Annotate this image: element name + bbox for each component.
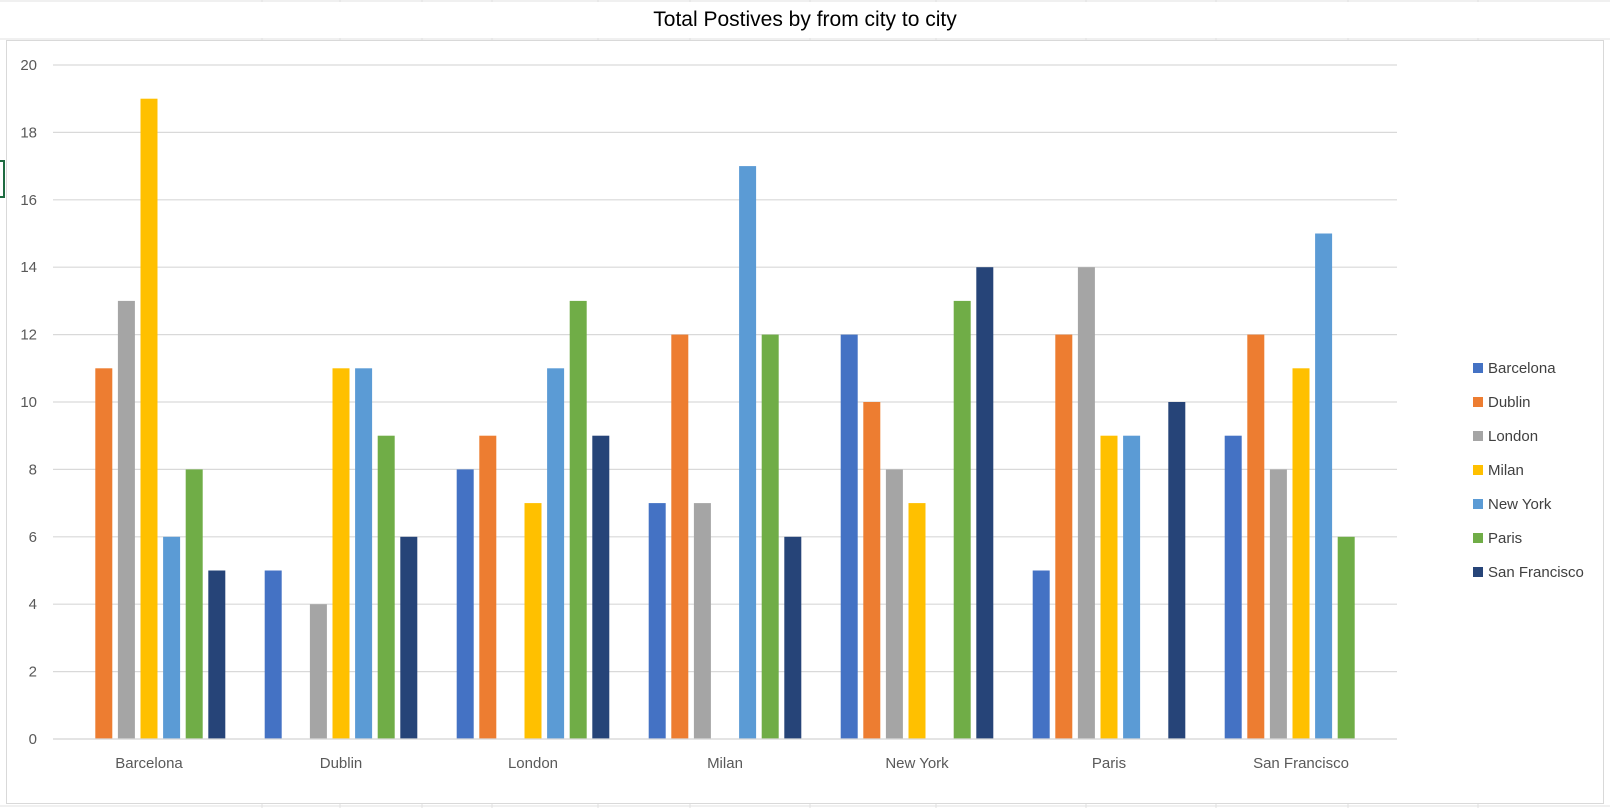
x-tick-label: London [508,755,558,772]
bar-dublin [1055,334,1073,739]
bar-chart: 0 2 4 6 8 10 12 14 16 18 20 Barcelona Dublin London Mi… [20,57,1397,772]
legend-item-new-york: New York [1473,487,1584,521]
bar-london [1269,469,1287,739]
selected-cell-indicator[interactable] [0,160,5,198]
chart-area[interactable]: 0 2 4 6 8 10 12 14 16 18 20 Barcelona Dublin London Mi… [6,40,1604,804]
bar-barcelona [264,570,282,739]
legend-item-milan: Milan [1473,453,1584,487]
chart-legend: Barcelona Dublin London Milan New York P… [1473,351,1584,589]
bar-paris [569,300,587,739]
bar-milan [908,503,926,739]
bar-london [117,300,135,739]
legend-label: Dublin [1488,393,1531,411]
legend-swatch [1473,431,1483,441]
chart-title: Total Postives by from city to city [6,2,1604,38]
legend-label: Barcelona [1488,359,1556,377]
bar-barcelona [1032,570,1050,739]
legend-swatch [1473,533,1483,543]
bar-barcelona [1224,435,1242,739]
bar-milan [1100,435,1118,739]
bar-san-francisco [976,267,994,739]
legend-item-san-francisco: San Francisco [1473,555,1584,589]
legend-label: London [1488,427,1539,445]
bar-san-francisco [400,536,418,739]
legend-item-london: London [1473,419,1584,453]
x-tick-label: Paris [1092,755,1126,772]
bar-london [309,604,327,739]
legend-item-dublin: Dublin [1473,385,1584,419]
x-tick-label: New York [885,755,949,772]
x-tick-label: Barcelona [115,755,183,772]
bar-new-york [355,368,373,739]
legend-item-paris: Paris [1473,521,1584,555]
bar-paris [1337,536,1355,739]
y-tick-label: 16 [20,192,37,209]
bar-new-york [739,166,757,740]
legend-swatch [1473,567,1483,577]
bar-dublin [479,435,497,739]
legend-item-barcelona: Barcelona [1473,351,1584,385]
legend-swatch [1473,465,1483,475]
legend-swatch [1473,363,1483,373]
bar-paris [185,469,203,739]
legend-label: New York [1488,495,1552,513]
legend-swatch [1473,499,1483,509]
bar-dublin [95,368,113,739]
y-tick-label: 10 [20,394,37,411]
legend-swatch [1473,397,1483,407]
bar-milan [140,98,158,739]
bar-dublin [671,334,689,739]
bar-new-york [1315,233,1333,739]
y-tick-label: 6 [29,529,37,546]
bar-new-york [1123,435,1141,739]
bar-san-francisco [1168,402,1186,739]
bar-dublin [1247,334,1265,739]
x-tick-label: San Francisco [1253,755,1349,772]
y-tick-label: 4 [29,596,37,613]
bar-barcelona [840,334,858,739]
bar-new-york [163,536,181,739]
bar-san-francisco [208,570,226,739]
bar-dublin [863,402,881,739]
bar-barcelona [456,469,474,739]
bar-paris [377,435,395,739]
legend-label: Paris [1488,529,1523,547]
bar-milan [524,503,542,739]
y-tick-label: 20 [20,57,37,74]
bar-milan [332,368,350,739]
y-tick-label: 2 [29,664,37,681]
bar-milan [1292,368,1310,739]
legend-label: Milan [1488,461,1524,479]
y-tick-label: 14 [20,259,37,276]
bar-san-francisco [592,435,610,739]
x-tick-label: Milan [707,755,743,772]
bar-london [885,469,903,739]
bar-london [1077,267,1095,739]
y-tick-label: 18 [20,124,37,141]
y-tick-label: 0 [29,731,37,748]
bar-london [693,503,711,739]
bar-paris [953,300,971,739]
x-tick-label: Dublin [320,755,363,772]
bar-san-francisco [784,536,802,739]
legend-label: San Francisco [1488,563,1584,581]
y-tick-label: 8 [29,461,37,478]
bar-barcelona [648,503,666,739]
bar-new-york [547,368,565,739]
bar-paris [761,334,779,739]
y-tick-label: 12 [20,327,37,344]
